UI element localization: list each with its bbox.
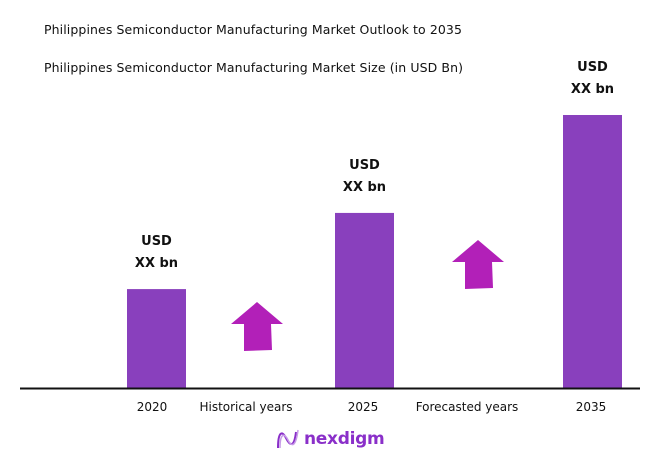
up-arrow-icon [231,302,283,351]
logo-text: nexdigm [304,429,385,449]
data-label-2020: XX bn [135,256,178,271]
chart-subtitle: Philippines Semiconductor Manufacturing … [44,60,464,75]
nexdigm-logo: nexdigm [276,428,385,450]
page-title: Philippines Semiconductor Manufacturing … [44,22,463,37]
nexdigm-logo-icon [277,429,299,449]
period-label-historical: Historical years [199,400,292,414]
data-label-2020: USD [141,234,172,249]
category-label-2020: 2020 [137,400,168,414]
data-label-2025: USD [349,158,380,173]
category-label-2025: 2025 [348,400,379,414]
period-label-forecasted: Forecasted years [416,400,519,414]
data-label-2025: XX bn [343,180,386,195]
category-label-2035: 2035 [576,400,607,414]
data-label-2035: XX bn [571,82,614,97]
bar-2035 [563,115,622,388]
bar-2025 [335,212,394,388]
data-label-2035: USD [577,60,608,75]
bar-2020 [127,289,186,388]
up-arrow-icon [452,240,504,289]
